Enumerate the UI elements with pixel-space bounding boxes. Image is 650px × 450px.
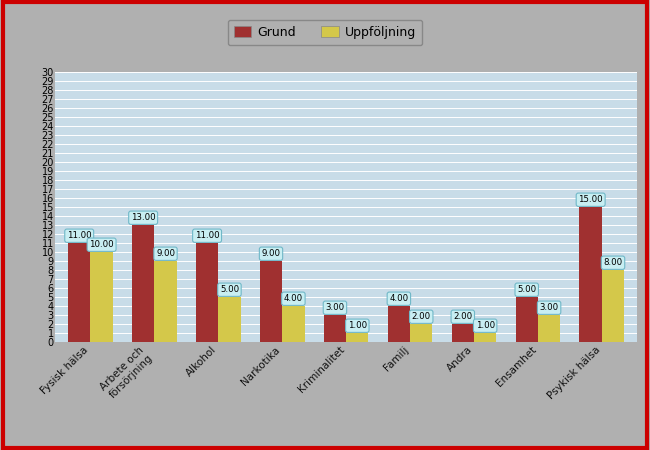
Bar bbox=[132, 225, 154, 342]
Bar bbox=[324, 315, 346, 342]
Text: 2.00: 2.00 bbox=[453, 312, 473, 321]
Bar bbox=[602, 270, 624, 342]
Text: 9.00: 9.00 bbox=[261, 249, 281, 258]
Bar bbox=[452, 324, 474, 342]
Bar bbox=[90, 252, 113, 342]
Text: 10.00: 10.00 bbox=[89, 240, 114, 249]
Text: 13.00: 13.00 bbox=[131, 213, 155, 222]
Text: 8.00: 8.00 bbox=[603, 258, 623, 267]
Bar bbox=[579, 207, 602, 342]
Text: 15.00: 15.00 bbox=[578, 195, 603, 204]
Bar bbox=[346, 333, 369, 342]
Legend: Grund, Uppföljning: Grund, Uppföljning bbox=[227, 20, 422, 45]
Bar bbox=[68, 243, 90, 342]
Bar bbox=[196, 243, 218, 342]
Bar bbox=[218, 297, 240, 342]
Bar bbox=[515, 297, 538, 342]
Text: 5.00: 5.00 bbox=[220, 285, 239, 294]
Bar bbox=[260, 261, 282, 342]
Text: 4.00: 4.00 bbox=[284, 294, 303, 303]
Text: 4.00: 4.00 bbox=[389, 294, 408, 303]
Text: 3.00: 3.00 bbox=[326, 303, 344, 312]
Text: 3.00: 3.00 bbox=[540, 303, 558, 312]
Text: 1.00: 1.00 bbox=[476, 321, 495, 330]
Bar bbox=[282, 306, 305, 342]
Bar bbox=[387, 306, 410, 342]
Text: 11.00: 11.00 bbox=[67, 231, 92, 240]
Text: 11.00: 11.00 bbox=[195, 231, 220, 240]
Text: 5.00: 5.00 bbox=[517, 285, 536, 294]
Text: 1.00: 1.00 bbox=[348, 321, 367, 330]
Bar bbox=[538, 315, 560, 342]
Bar bbox=[410, 324, 432, 342]
Bar bbox=[154, 261, 177, 342]
Text: 2.00: 2.00 bbox=[411, 312, 431, 321]
Text: 9.00: 9.00 bbox=[156, 249, 175, 258]
Bar bbox=[474, 333, 497, 342]
